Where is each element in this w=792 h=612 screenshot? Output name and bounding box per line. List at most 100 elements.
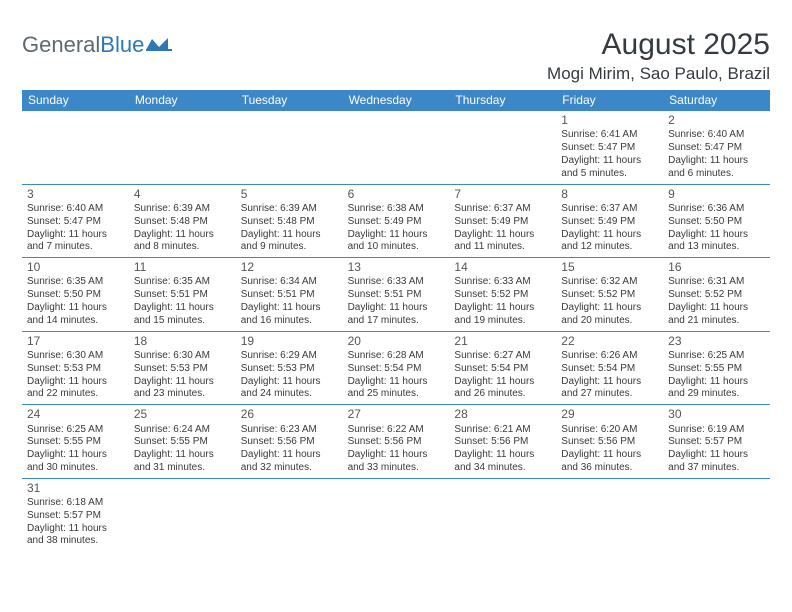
- daylight-text: Daylight: 11 hours: [668, 376, 765, 389]
- calendar-empty-cell: [343, 479, 450, 552]
- calendar-day-cell: 1Sunrise: 6:41 AMSunset: 5:47 PMDaylight…: [556, 111, 663, 184]
- sunset-text: Sunset: 5:50 PM: [668, 216, 765, 229]
- calendar-day-cell: 11Sunrise: 6:35 AMSunset: 5:51 PMDayligh…: [129, 258, 236, 331]
- calendar-empty-cell: [663, 479, 770, 552]
- daylight-text: and 31 minutes.: [134, 462, 231, 475]
- sunrise-text: Sunrise: 6:39 AM: [134, 203, 231, 216]
- calendar-day-cell: 3Sunrise: 6:40 AMSunset: 5:47 PMDaylight…: [22, 185, 129, 258]
- daylight-text: Daylight: 11 hours: [241, 449, 338, 462]
- title-block: August 2025 Mogi Mirim, Sao Paulo, Brazi…: [547, 28, 770, 84]
- daylight-text: Daylight: 11 hours: [668, 449, 765, 462]
- calendar-empty-cell: [129, 111, 236, 184]
- calendar-grid: Sunday Monday Tuesday Wednesday Thursday…: [22, 90, 770, 551]
- daylight-text: and 8 minutes.: [134, 241, 231, 254]
- calendar-day-cell: 27Sunrise: 6:22 AMSunset: 5:56 PMDayligh…: [343, 405, 450, 478]
- calendar-day-cell: 10Sunrise: 6:35 AMSunset: 5:50 PMDayligh…: [22, 258, 129, 331]
- daylight-text: Daylight: 11 hours: [348, 376, 445, 389]
- sunrise-text: Sunrise: 6:24 AM: [134, 424, 231, 437]
- sunset-text: Sunset: 5:52 PM: [561, 289, 658, 302]
- daylight-text: and 13 minutes.: [668, 241, 765, 254]
- day-number: 8: [561, 187, 658, 202]
- sunset-text: Sunset: 5:54 PM: [348, 363, 445, 376]
- calendar-empty-cell: [129, 479, 236, 552]
- day-number: 30: [668, 407, 765, 422]
- daylight-text: and 10 minutes.: [348, 241, 445, 254]
- daylight-text: Daylight: 11 hours: [241, 302, 338, 315]
- day-number: 21: [454, 334, 551, 349]
- calendar-day-cell: 28Sunrise: 6:21 AMSunset: 5:56 PMDayligh…: [449, 405, 556, 478]
- daylight-text: Daylight: 11 hours: [668, 155, 765, 168]
- calendar-day-cell: 30 Sunrise: 6:19 AMSunset: 5:57 PMDayligh…: [663, 405, 770, 478]
- daylight-text: and 20 minutes.: [561, 315, 658, 328]
- sunrise-text: Sunrise: 6:39 AM: [241, 203, 338, 216]
- daylight-text: and 21 minutes.: [668, 315, 765, 328]
- calendar-week-row: 10Sunrise: 6:35 AMSunset: 5:50 PMDayligh…: [22, 258, 770, 332]
- sunrise-text: Sunrise: 6:20 AM: [561, 424, 658, 437]
- sunrise-text: Sunrise: 6:31 AM: [668, 276, 765, 289]
- daylight-text: and 23 minutes.: [134, 388, 231, 401]
- sunset-text: Sunset: 5:53 PM: [241, 363, 338, 376]
- calendar-day-cell: 14Sunrise: 6:33 AMSunset: 5:52 PMDayligh…: [449, 258, 556, 331]
- daylight-text: and 5 minutes.: [561, 168, 658, 181]
- sunset-text: Sunset: 5:52 PM: [454, 289, 551, 302]
- day-number: 19: [241, 334, 338, 349]
- weekday-header: Saturday: [663, 90, 770, 111]
- sunset-text: Sunset: 5:57 PM: [668, 436, 765, 449]
- calendar-empty-cell: [22, 111, 129, 184]
- day-number: 25: [134, 407, 231, 422]
- sunrise-text: Sunrise: 6:34 AM: [241, 276, 338, 289]
- daylight-text: and 32 minutes.: [241, 462, 338, 475]
- calendar-day-cell: 17Sunrise: 6:30 AMSunset: 5:53 PMDayligh…: [22, 332, 129, 405]
- daylight-text: and 16 minutes.: [241, 315, 338, 328]
- sunrise-text: Sunrise: 6:35 AM: [134, 276, 231, 289]
- daylight-text: Daylight: 11 hours: [241, 229, 338, 242]
- sunset-text: Sunset: 5:49 PM: [561, 216, 658, 229]
- sunrise-text: Sunrise: 6:19 AM: [668, 424, 765, 437]
- daylight-text: Daylight: 11 hours: [561, 155, 658, 168]
- weekday-header: Sunday: [22, 90, 129, 111]
- daylight-text: and 12 minutes.: [561, 241, 658, 254]
- daylight-text: and 25 minutes.: [348, 388, 445, 401]
- sunrise-text: Sunrise: 6:33 AM: [348, 276, 445, 289]
- sunset-text: Sunset: 5:49 PM: [454, 216, 551, 229]
- sunrise-text: Sunrise: 6:28 AM: [348, 350, 445, 363]
- logo-text-gray: General: [22, 32, 100, 58]
- calendar-week-row: 1Sunrise: 6:41 AMSunset: 5:47 PMDaylight…: [22, 111, 770, 185]
- daylight-text: Daylight: 11 hours: [561, 449, 658, 462]
- day-number: 28: [454, 407, 551, 422]
- calendar-day-cell: 18Sunrise: 6:30 AMSunset: 5:53 PMDayligh…: [129, 332, 236, 405]
- weekday-header: Monday: [129, 90, 236, 111]
- daylight-text: Daylight: 11 hours: [454, 229, 551, 242]
- sunset-text: Sunset: 5:47 PM: [27, 216, 124, 229]
- calendar-day-cell: 12Sunrise: 6:34 AMSunset: 5:51 PMDayligh…: [236, 258, 343, 331]
- calendar-day-cell: 6Sunrise: 6:38 AMSunset: 5:49 PMDaylight…: [343, 185, 450, 258]
- sunset-text: Sunset: 5:47 PM: [561, 142, 658, 155]
- daylight-text: Daylight: 11 hours: [668, 229, 765, 242]
- day-number: 12: [241, 260, 338, 275]
- sunset-text: Sunset: 5:51 PM: [134, 289, 231, 302]
- day-number: 10: [27, 260, 124, 275]
- weekday-header: Thursday: [449, 90, 556, 111]
- calendar-day-cell: 19Sunrise: 6:29 AMSunset: 5:53 PMDayligh…: [236, 332, 343, 405]
- daylight-text: Daylight: 11 hours: [27, 523, 124, 536]
- sunset-text: Sunset: 5:53 PM: [134, 363, 231, 376]
- calendar-day-cell: 7Sunrise: 6:37 AMSunset: 5:49 PMDaylight…: [449, 185, 556, 258]
- sunrise-text: Sunrise: 6:33 AM: [454, 276, 551, 289]
- daylight-text: Daylight: 11 hours: [348, 449, 445, 462]
- sunrise-text: Sunrise: 6:23 AM: [241, 424, 338, 437]
- day-number: 24: [27, 407, 124, 422]
- sunrise-text: Sunrise: 6:22 AM: [348, 424, 445, 437]
- calendar-week-row: 3Sunrise: 6:40 AMSunset: 5:47 PMDaylight…: [22, 185, 770, 259]
- calendar-day-cell: 4Sunrise: 6:39 AMSunset: 5:48 PMDaylight…: [129, 185, 236, 258]
- sunset-text: Sunset: 5:52 PM: [668, 289, 765, 302]
- calendar-day-cell: 29Sunrise: 6:20 AMSunset: 5:56 PMDayligh…: [556, 405, 663, 478]
- day-number: 7: [454, 187, 551, 202]
- weeks-container: 1Sunrise: 6:41 AMSunset: 5:47 PMDaylight…: [22, 111, 770, 551]
- calendar-empty-cell: [556, 479, 663, 552]
- daylight-text: and 19 minutes.: [454, 315, 551, 328]
- sunset-text: Sunset: 5:55 PM: [27, 436, 124, 449]
- sunrise-text: Sunrise: 6:35 AM: [27, 276, 124, 289]
- daylight-text: and 22 minutes.: [27, 388, 124, 401]
- sunrise-text: Sunrise: 6:25 AM: [668, 350, 765, 363]
- daylight-text: Daylight: 11 hours: [134, 302, 231, 315]
